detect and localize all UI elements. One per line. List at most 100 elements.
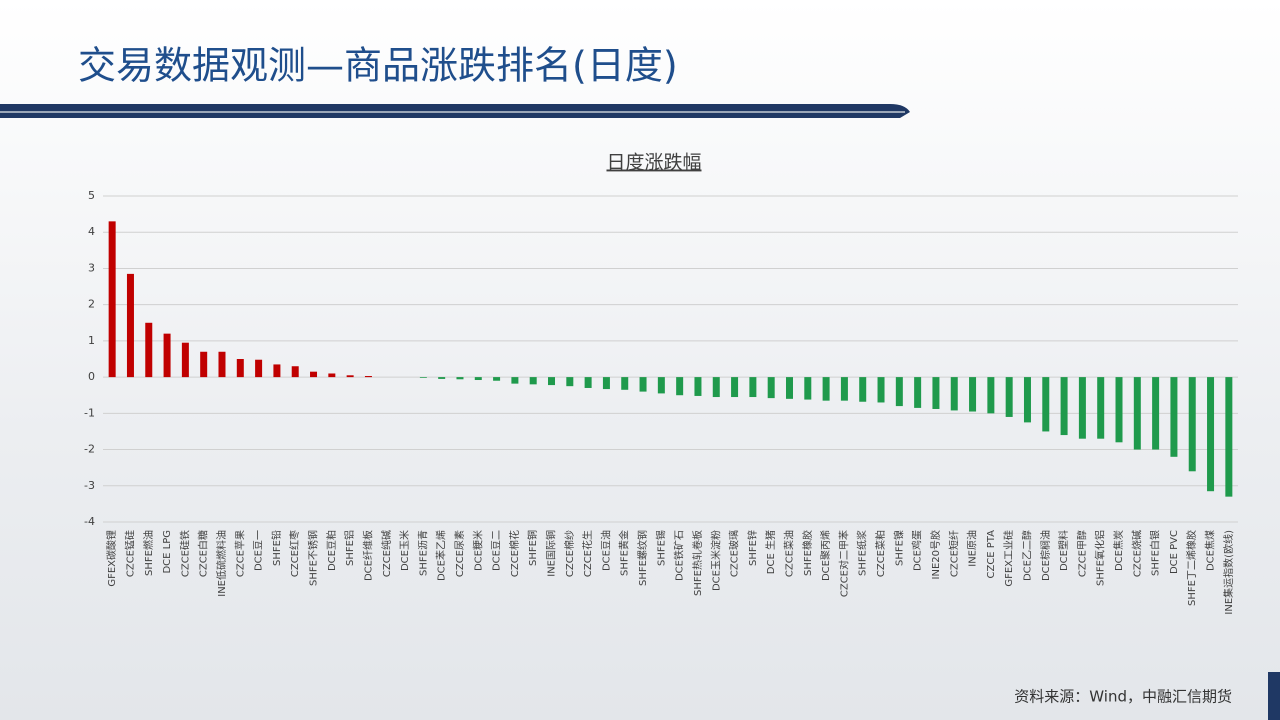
bar [731,377,739,398]
x-tick-label: DCE豆粕 [325,530,338,571]
y-tick-label: 4 [88,225,95,238]
bar [419,377,427,378]
x-tick-label: SHFE丁二烯橡胶 [1185,530,1198,606]
bar [126,273,134,378]
x-tick-label: CZCE白糖 [197,530,210,577]
x-tick-label: CZCE菜油 [782,530,795,577]
x-tick-label: CZCE锰硅 [123,530,136,577]
bar [676,377,684,396]
x-tick-label: SHFE铅 [270,530,283,566]
bar [785,377,793,399]
x-tick-label: DCE粳米 [471,530,484,571]
y-tick-label: 5 [88,189,95,202]
x-tick-label: DCE PVC [1169,530,1180,574]
x-tick-label: DCE塑料 [1057,530,1070,571]
y-tick-label: 2 [88,298,95,311]
bar [1207,377,1215,492]
y-tick-label: -4 [84,515,95,528]
bar [840,377,848,401]
x-tick-label: SHFE橡胶 [801,530,814,576]
x-tick-label: SHFE铜 [527,530,539,566]
bar [255,359,263,378]
bar [493,377,501,381]
bar [639,377,647,392]
y-tick-label: 1 [88,334,95,347]
x-tick-label: DCE纤维板 [361,530,374,581]
bar [969,377,977,412]
x-tick-label: INE原油 [966,530,979,567]
bar [621,377,629,390]
x-tick-label: SHFE纸浆 [856,530,869,576]
bar [163,333,171,378]
bar [767,377,775,399]
x-tick-label: SHFE铝 [344,530,356,566]
x-tick-label: CZCE短纤 [947,530,960,577]
x-tick-label: CZCE硅铁 [178,530,191,577]
y-tick-label: -1 [84,406,95,419]
bar [346,375,354,378]
bar [749,377,757,398]
x-tick-label: CZCE尿素 [453,530,466,577]
bar [364,376,372,378]
bar [804,377,812,400]
x-tick-label: DCE乙二醇 [1020,530,1033,581]
y-tick-label: 3 [88,261,95,274]
bar [1097,377,1105,439]
x-tick-label: SHFE锡 [654,530,667,566]
bar [529,377,537,385]
bar [1023,377,1031,423]
x-tick-label: CZCE花生 [581,530,594,577]
x-tick-label: DCE豆二 [491,530,503,571]
x-tick-label: DCE 生猪 [764,530,777,574]
x-tick-label: CZCE棉纱 [563,530,576,577]
bar [548,377,556,386]
bar [1078,377,1086,439]
x-tick-label: DCE棕榈油 [1039,530,1052,581]
x-tick-label: SHFE黄金 [618,530,631,576]
y-tick-label: -3 [84,479,95,492]
bar [1188,377,1196,472]
x-tick-label: CZCE菜粕 [874,530,887,577]
x-tick-label: CZCE玻璃 [728,530,741,577]
x-tick-label: DCE焦煤 [1204,530,1217,571]
bar [987,377,995,414]
x-tick-label: DCE豆油 [599,530,612,571]
x-tick-label: DCE焦炭 [1112,530,1125,571]
x-tick-label: DCE聚丙烯 [819,530,832,581]
x-tick-label: DCE玉米淀粉 [709,530,722,591]
x-tick-label: DCE玉米 [398,530,411,571]
x-tick-label: CZCE红枣 [288,530,301,577]
bar [310,371,318,378]
bar [1152,377,1160,450]
x-tick-label: SHFE镍 [892,530,905,566]
bar [273,364,281,378]
bar [914,377,922,408]
source: 资料来源：Wind，中融汇信期货 [1014,688,1232,706]
bar [694,377,702,396]
x-tick-label: GFEX碳酸锂 [105,530,118,587]
x-tick-label: INE低硫燃料油 [215,530,228,597]
bar [1060,377,1068,436]
bar [602,377,610,390]
y-tick-label: 0 [88,370,95,383]
bar [1170,377,1178,457]
x-tick-label: CZCE纯碱 [380,530,393,577]
bar [657,377,665,394]
x-tick-label: SHFE氧化铝 [1094,530,1107,586]
x-tick-label: SHFE白银 [1149,530,1162,576]
x-tick-label: DCE苯乙烯 [435,530,448,581]
bar [712,377,720,398]
bar [218,351,226,378]
bar [438,377,446,379]
bar [859,377,867,402]
x-tick-label: INE国际铜 [546,530,558,577]
bar [822,377,830,401]
bar [566,377,574,387]
bar [108,221,116,378]
x-tick-label: GFEX工业硅 [1002,530,1015,587]
bar [145,322,153,378]
x-tick-label: DCE LPG [162,530,173,574]
slide-title: 交易数据观测—商品涨跌排名(日度) [78,44,678,88]
bar [950,377,958,411]
